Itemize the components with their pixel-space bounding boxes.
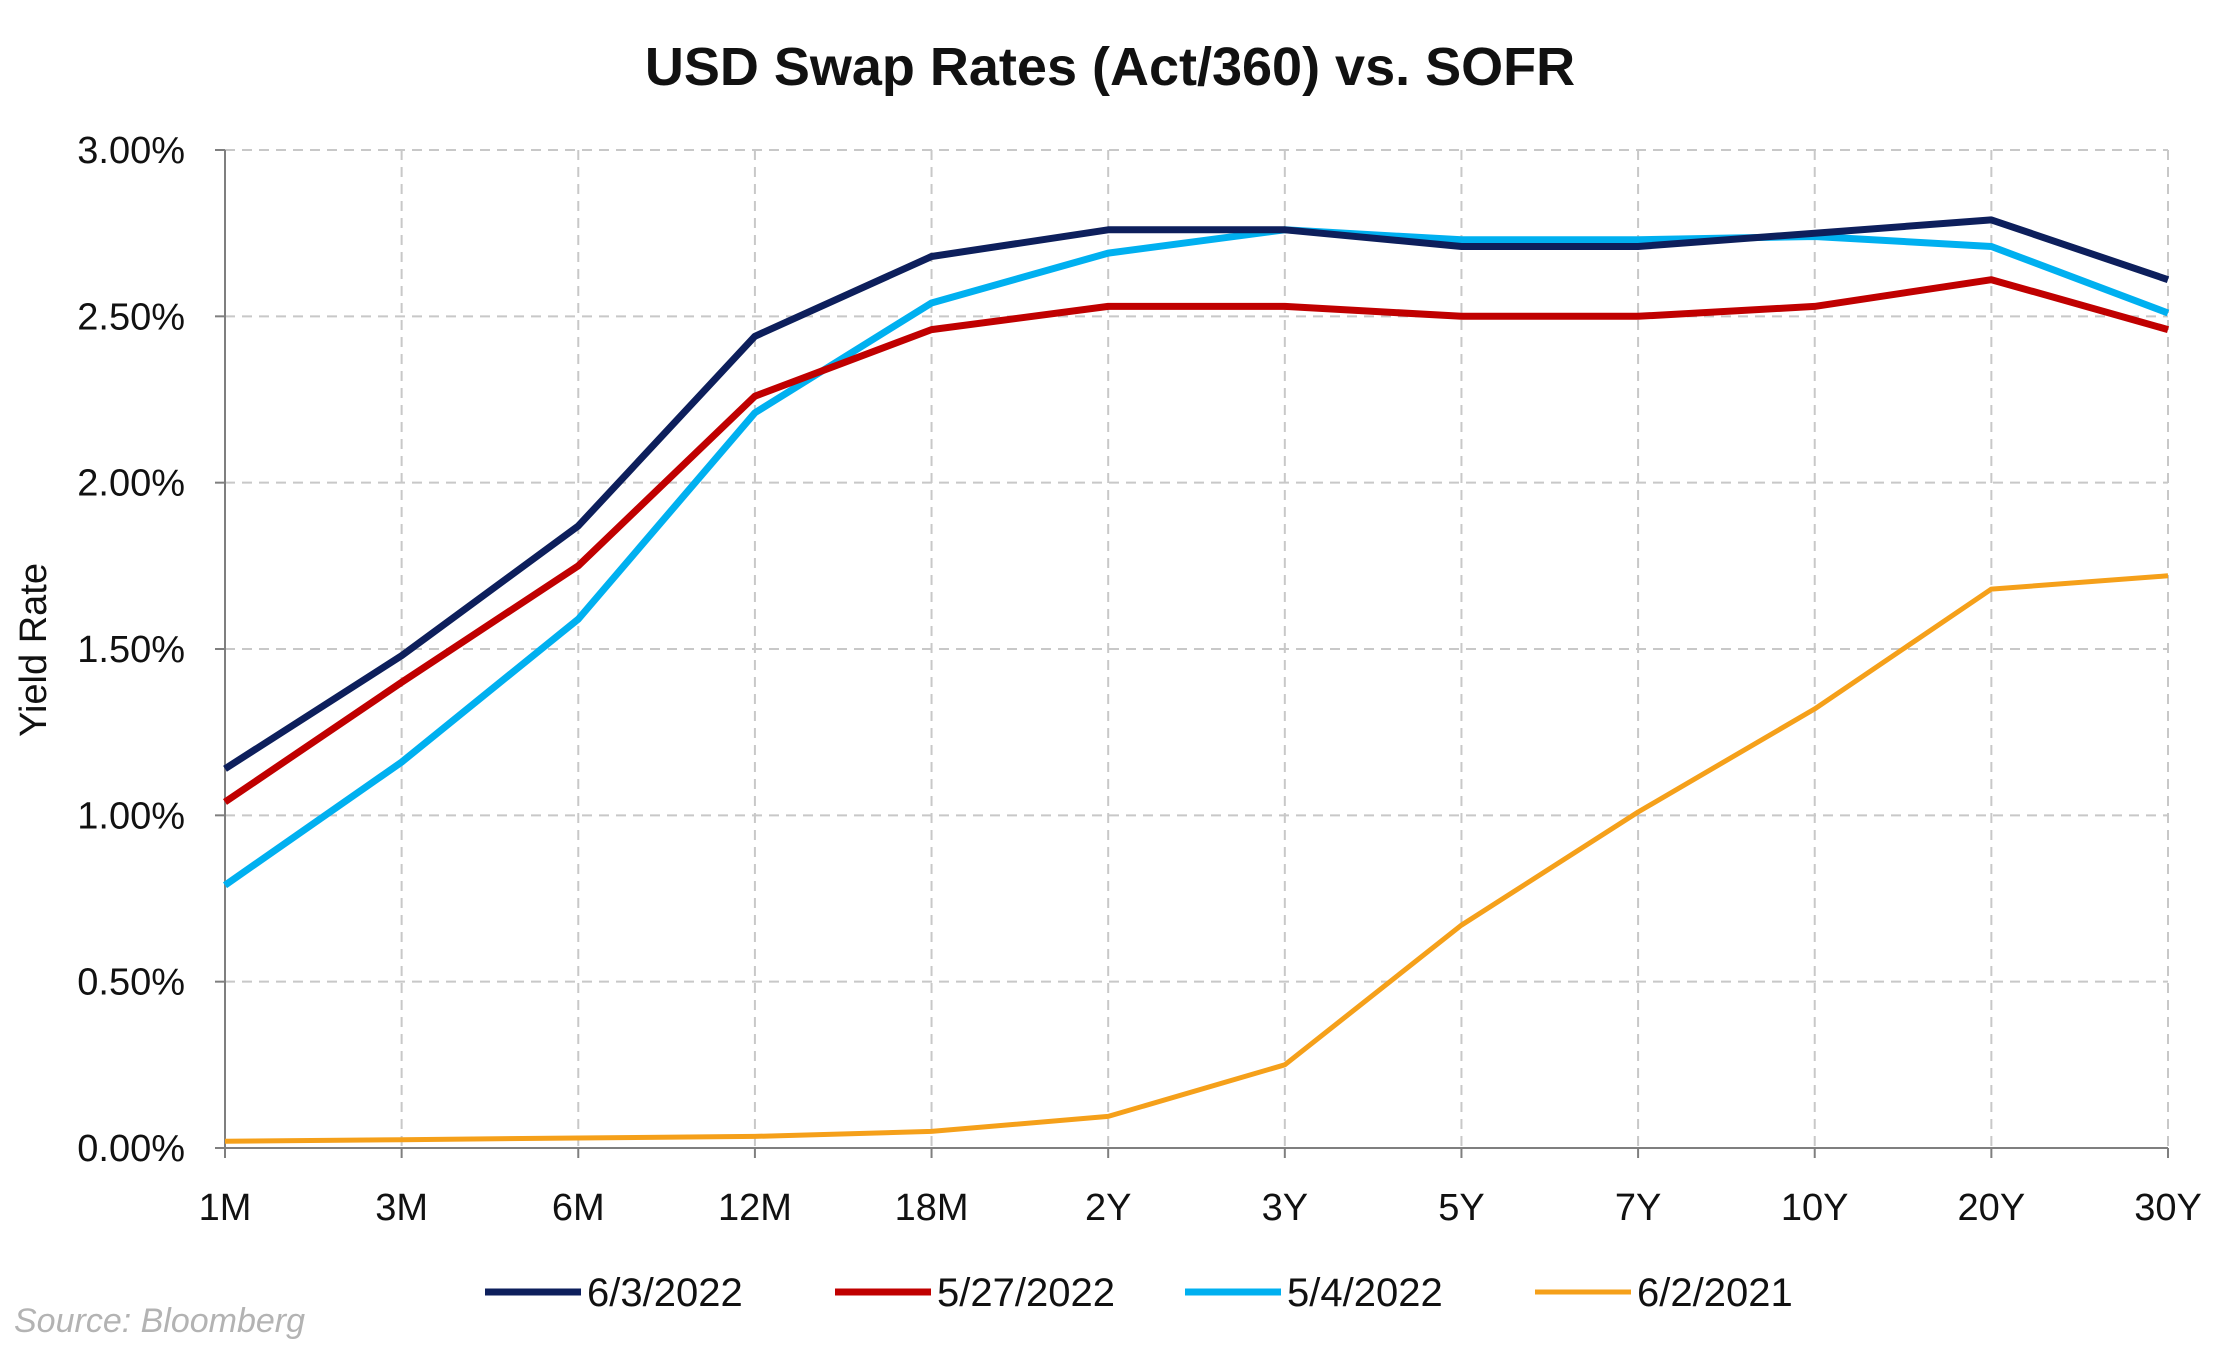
- series-line-5-27-2022: [223, 276, 2169, 805]
- series-line-6-2-2021: [224, 573, 2169, 1144]
- y-tick-label: 1.50%: [77, 629, 185, 671]
- y-tick-label: 3.00%: [77, 130, 185, 172]
- x-tick-label: 6M: [552, 1187, 605, 1229]
- y-tick-label: 2.00%: [77, 463, 185, 505]
- y-axis-title: Yield Rate: [13, 563, 55, 737]
- x-tick-label: 7Y: [1615, 1187, 1661, 1229]
- y-tick-labels: 0.00% 0.50% 1.00% 1.50% 2.00% 2.50% 3.00%: [77, 130, 185, 1170]
- x-tick-labels: 1M 3M 6M 12M 18M 2Y 3Y 5Y 7Y 10Y 20Y 30Y: [199, 1187, 2202, 1229]
- legend-item-6-3-2022: 6/3/2022: [485, 1271, 743, 1315]
- legend-label: 5/27/2022: [937, 1271, 1115, 1315]
- x-tick-label: 30Y: [2134, 1187, 2202, 1229]
- series-line-5-4-2022: [222, 226, 2170, 889]
- axes: [215, 149, 2169, 1158]
- x-tick-label: 18M: [895, 1187, 969, 1229]
- x-tick-label: 1M: [199, 1187, 252, 1229]
- legend-item-5-4-2022: 5/4/2022: [1185, 1271, 1443, 1315]
- y-tick-label: 2.50%: [77, 296, 185, 338]
- x-tick-label: 20Y: [1958, 1187, 2026, 1229]
- legend-label: 6/3/2022: [587, 1271, 743, 1315]
- series-lines: [222, 216, 2170, 1144]
- legend-item-6-2-2021: 6/2/2021: [1535, 1271, 1793, 1315]
- y-tick-label: 1.00%: [77, 795, 185, 837]
- x-tick-label: 5Y: [1438, 1187, 1484, 1229]
- x-tick-label: 2Y: [1085, 1187, 1131, 1229]
- legend: 6/3/2022 5/27/2022 5/4/2022 6/2/2021: [485, 1271, 1793, 1315]
- y-tick-label: 0.00%: [77, 1128, 185, 1170]
- legend-label: 5/4/2022: [1287, 1271, 1443, 1315]
- legend-label: 6/2/2021: [1637, 1271, 1793, 1315]
- series-line-6-3-2022: [223, 216, 2170, 772]
- source-note: Source: Bloomberg: [14, 1302, 306, 1340]
- x-tick-label: 12M: [718, 1187, 792, 1229]
- y-tick-label: 0.50%: [77, 962, 185, 1004]
- x-tick-label: 3M: [375, 1187, 428, 1229]
- legend-item-5-27-2022: 5/27/2022: [835, 1271, 1115, 1315]
- x-tick-label: 10Y: [1781, 1187, 1849, 1229]
- x-tick-label: 3Y: [1262, 1187, 1308, 1229]
- chart-title: USD Swap Rates (Act/360) vs. SOFR: [644, 37, 1576, 97]
- grid-lines: [225, 149, 2169, 1148]
